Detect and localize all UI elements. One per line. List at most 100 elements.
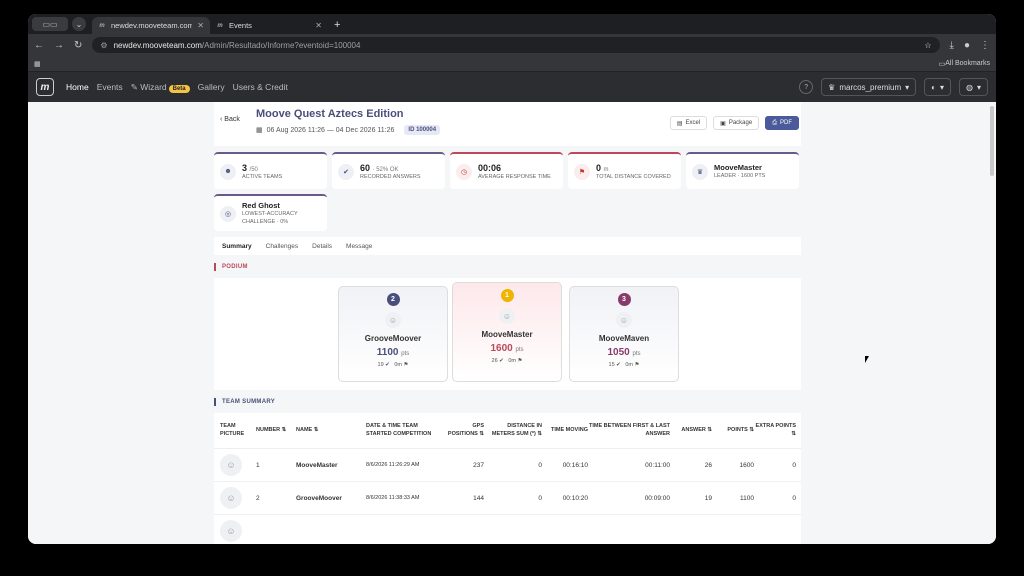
browser-tab-title: newdev.mooveteam.com/Adi <box>111 21 193 30</box>
col-points[interactable]: POINTS ⇅ <box>727 426 754 433</box>
team-meta: 26 ✔ 0m ⚑ <box>453 358 561 364</box>
stat-card: ⚑ 0 m TOTAL DISTANCE COVERED <box>568 152 681 189</box>
cell-moving: 00:16:10 <box>562 461 588 469</box>
globe-icon: ◍ <box>966 82 973 92</box>
theme-menu-button[interactable]: ◐ ▾ <box>924 78 951 96</box>
table-row[interactable]: ☺ 2 GrooveMoover 8/6/2026 11:38:33 AM 14… <box>214 482 801 515</box>
cell-number: 2 <box>256 494 260 502</box>
reload-icon[interactable]: ↻ <box>74 39 83 51</box>
browser-tab-title: Events <box>229 21 252 30</box>
back-label: Back <box>224 116 240 123</box>
address-bar[interactable]: ⚙ newdev.mooveteam.com/Admin/Resultado/I… <box>92 37 940 53</box>
stat-card: ♛ MooveMaster LEADER · 1600 PTS <box>686 152 799 189</box>
back-arrow-icon[interactable]: ← <box>34 39 44 51</box>
bookmarks-bar: ▦ ▭ All Bookmarks <box>28 56 996 72</box>
col-distance[interactable]: DISTANCE IN METERS SUM (*) ⇅ <box>491 423 542 437</box>
pdf-label: PDF <box>780 120 792 126</box>
stat-label: LEADER · 1600 PTS <box>714 173 766 179</box>
nav-wizard[interactable]: ✎ Wizard Beta <box>131 82 190 93</box>
col-extra-points[interactable]: EXTRA POINTS ⇅ <box>755 423 796 437</box>
stat-label: RECORDED ANSWERS <box>360 173 421 180</box>
distance-value: 0m <box>625 362 634 368</box>
excel-button[interactable]: ▤ Excel <box>669 116 708 130</box>
points-unit: pts <box>632 351 641 357</box>
table-row[interactable]: ☺ 1 MooveMaster 8/6/2026 11:26:29 AM 237… <box>214 449 801 482</box>
tab-summary[interactable]: Summary <box>222 242 252 250</box>
rank-badge: 3 <box>617 293 631 306</box>
event-id-badge: ID 100004 <box>404 125 441 135</box>
pin-icon: ⚑ <box>517 358 523 364</box>
close-tab-icon[interactable]: ✕ <box>315 21 322 30</box>
pdf-button[interactable]: ⎙ PDF <box>765 116 799 130</box>
apps-grid-icon[interactable]: ▦ <box>34 60 41 68</box>
browser-tab-2[interactable]: m Events ✕ <box>210 17 328 34</box>
calendar-icon: ▦ <box>256 127 263 134</box>
table-header: TEAM PICTURE NUMBER ⇅ NAME ⇅ DATE & TIME… <box>214 413 801 449</box>
cell-extra: 0 <box>792 494 796 502</box>
user-name: marcos_premium <box>839 82 902 92</box>
cell-name: GrooveMoover <box>296 494 342 502</box>
cell-answer: 26 <box>704 461 712 469</box>
back-button[interactable]: ‹ Back <box>220 116 240 123</box>
answers-count: 26 <box>491 358 498 364</box>
pin-icon: ⚑ <box>403 362 409 368</box>
help-icon[interactable]: ? <box>799 80 814 94</box>
team-points: 1600 pts <box>453 343 561 354</box>
site-settings-icon[interactable]: ⚙ <box>100 40 108 50</box>
tab-challenges[interactable]: Challenges <box>265 242 299 250</box>
nav-gallery[interactable]: Gallery <box>197 82 225 92</box>
crown-icon: ♛ <box>828 82 836 92</box>
close-tab-icon[interactable]: ✕ <box>197 21 204 30</box>
points-value: 1100 <box>376 347 399 358</box>
download-icon[interactable]: ⤓ <box>949 39 954 51</box>
all-bookmarks-link[interactable]: All Bookmarks <box>945 60 990 67</box>
browser-tab-1[interactable]: m newdev.mooveteam.com/Adi ✕ <box>92 17 210 34</box>
tab-groups-icon[interactable]: ▭▭ <box>32 17 68 31</box>
users-icon: ☻ <box>220 163 236 180</box>
stat-suffix: /50 <box>249 166 258 173</box>
team-summary-heading: TEAM SUMMARY <box>214 398 801 406</box>
page-scrollbar[interactable] <box>990 106 994 176</box>
app-logo[interactable]: m <box>36 78 54 96</box>
col-gps[interactable]: GPS POSITIONS ⇅ <box>447 423 484 437</box>
user-menu-button[interactable]: ♛ marcos_premium ▾ <box>821 78 917 96</box>
stat-label: LOWEST-ACCURACY CHALLENGE · 0% <box>242 211 298 225</box>
nav-home[interactable]: Home <box>66 82 89 92</box>
menu-dots-icon[interactable]: ⋮ <box>980 39 990 51</box>
pin-icon: ⚑ <box>574 163 590 180</box>
tab-details[interactable]: Details <box>312 242 333 250</box>
nav-events[interactable]: Events <box>96 82 123 92</box>
table-row[interactable]: ☺ <box>214 515 801 544</box>
trophy-icon: ♛ <box>692 163 708 180</box>
forward-arrow-icon[interactable]: → <box>54 39 64 51</box>
pin-icon: ⚑ <box>634 362 640 368</box>
col-answer[interactable]: ANSWER ⇅ <box>681 426 712 433</box>
tab-search-icon[interactable]: ⌄ <box>72 17 86 31</box>
tab-message[interactable]: Message <box>346 242 373 250</box>
excel-label: Excel <box>685 120 701 126</box>
cell-points: 1600 <box>739 461 754 469</box>
rank-badge: 2 <box>386 293 400 306</box>
col-started: DATE & TIME TEAM STARTED COMPETITION <box>366 423 432 437</box>
col-name[interactable]: NAME ⇅ <box>296 426 319 433</box>
nav-users-credit[interactable]: Users & Credit <box>232 82 288 92</box>
address-toolbar: ← → ↻ ⚙ newdev.mooveteam.com/Admin/Resul… <box>28 34 996 56</box>
answers-count: 19 <box>377 362 384 368</box>
points-unit: pts <box>401 351 410 357</box>
stat-card: ✔ 60 · 52% OK RECORDED ANSWERS <box>332 152 445 189</box>
team-meta: 19 ✔ 0m ⚑ <box>339 362 447 368</box>
language-menu-button[interactable]: ◍ ▾ <box>959 78 988 96</box>
new-tab-icon[interactable]: + <box>334 19 341 31</box>
url-path: /Admin/Resultado/Informe?eventoid=100004 <box>201 40 361 50</box>
bookmark-star-icon[interactable]: ☆ <box>924 40 932 50</box>
col-number[interactable]: NUMBER ⇅ <box>256 426 287 433</box>
box-icon: ▣ <box>720 120 726 127</box>
package-button[interactable]: ▣ Package <box>713 116 760 130</box>
team-summary-table: TEAM PICTURE NUMBER ⇅ NAME ⇅ DATE & TIME… <box>214 413 801 544</box>
profile-icon[interactable]: ● <box>963 39 970 51</box>
shield-icon: ◐ <box>931 82 936 92</box>
check-icon: ✔ <box>499 358 504 364</box>
avatar-icon: ☺ <box>220 454 242 476</box>
podium-card-second: 2 ☺ GrooveMoover 1100 pts 19 ✔ 0m ⚑ <box>338 286 448 382</box>
points-value: 1050 <box>607 347 630 358</box>
